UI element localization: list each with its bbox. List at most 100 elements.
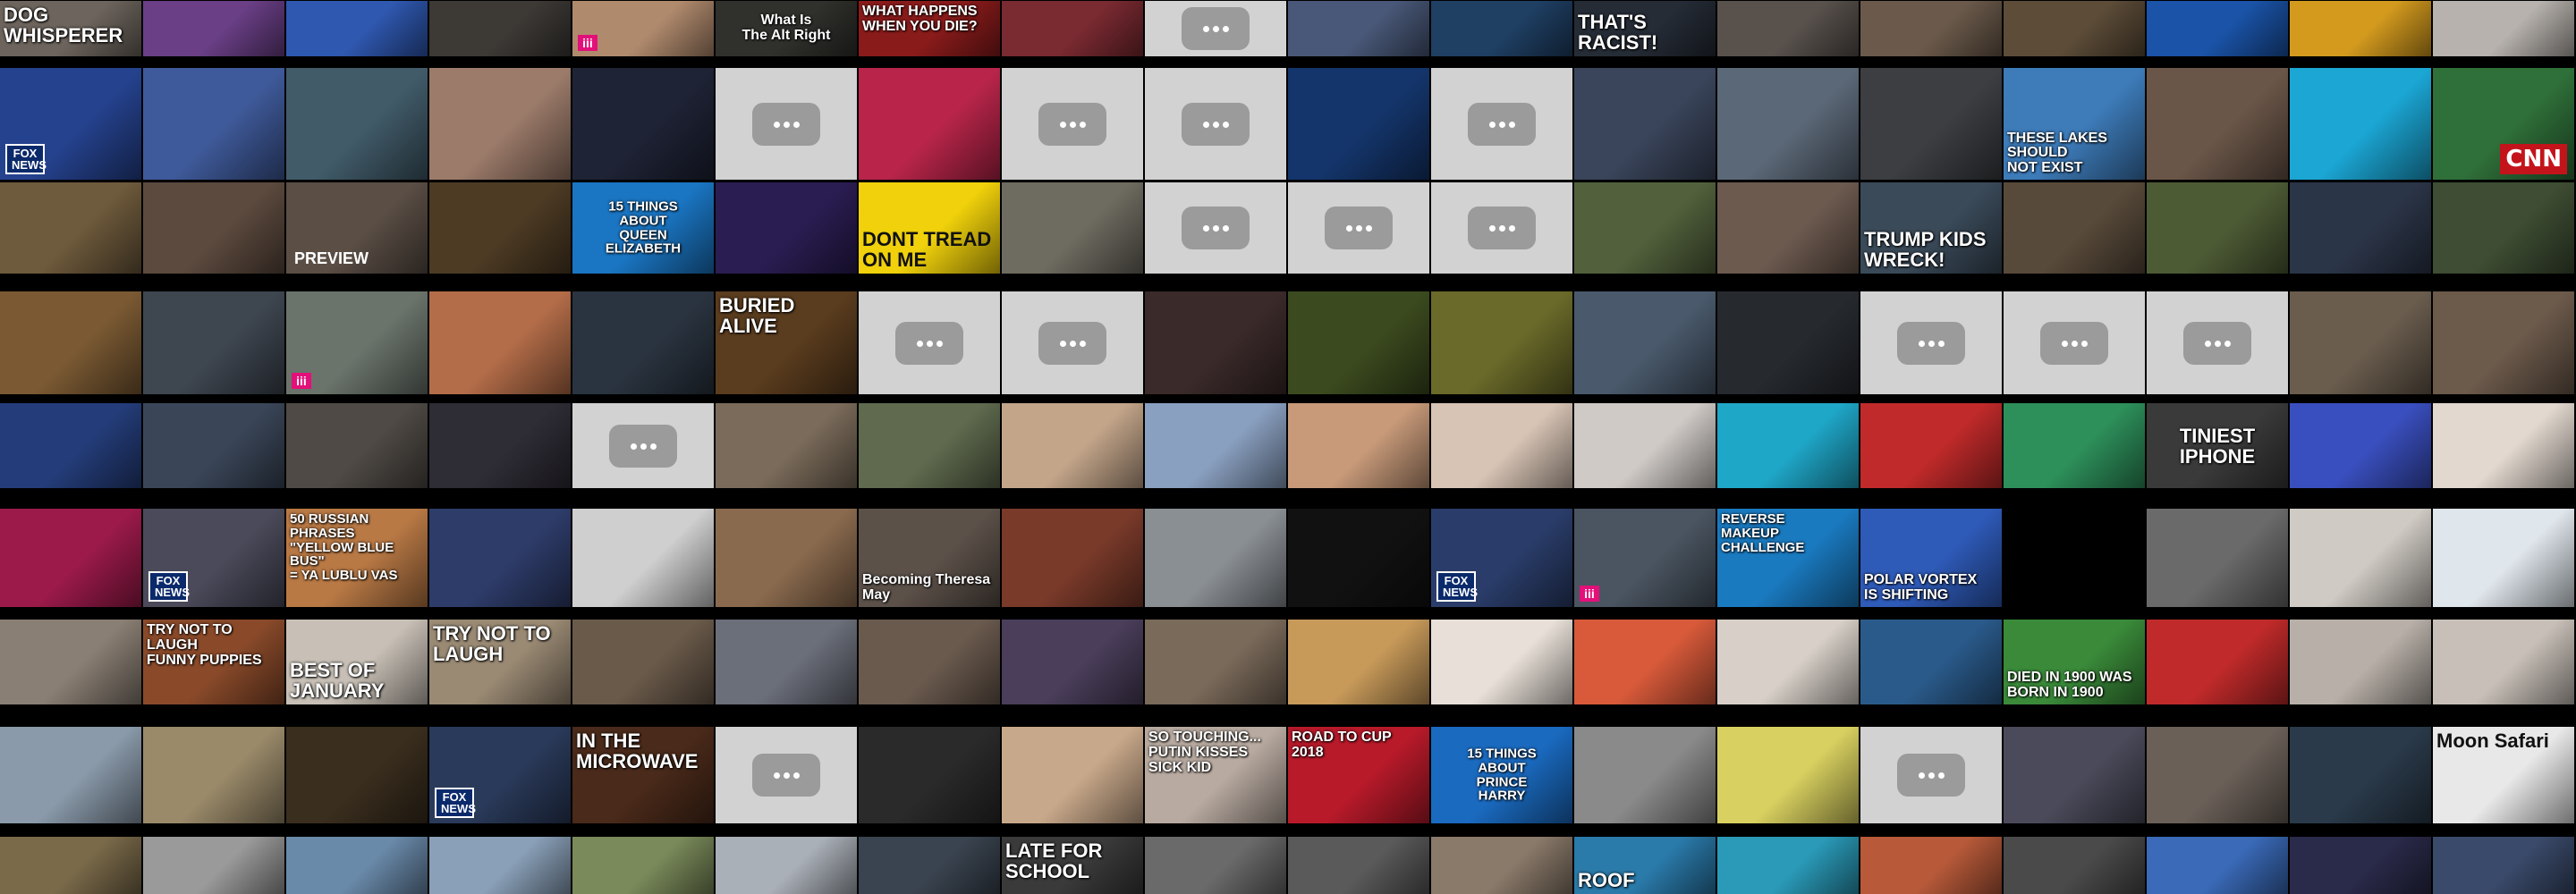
video-thumbnail[interactable] (2004, 182, 2145, 274)
video-thumbnail[interactable] (2147, 620, 2288, 704)
video-thumbnail[interactable] (1574, 291, 1716, 394)
video-thumbnail[interactable] (1431, 620, 1572, 704)
video-thumbnail[interactable] (1145, 403, 1286, 488)
video-thumbnail[interactable] (2290, 68, 2431, 180)
thumbnail-placeholder[interactable] (2004, 291, 2145, 394)
video-thumbnail[interactable] (2004, 1, 2145, 56)
video-thumbnail[interactable]: PREVIEW (286, 182, 428, 274)
video-thumbnail[interactable] (143, 182, 284, 274)
video-thumbnail[interactable] (0, 182, 141, 274)
video-thumbnail[interactable] (1431, 1, 1572, 56)
video-thumbnail[interactable]: Becoming Theresa May (859, 509, 1000, 607)
video-thumbnail[interactable] (1574, 182, 1716, 274)
video-thumbnail[interactable]: FOX NEWS (143, 509, 284, 607)
video-thumbnail[interactable]: TINIEST IPHONE (2147, 403, 2288, 488)
video-thumbnail[interactable]: DOG WHISPERER (0, 1, 141, 56)
video-thumbnail[interactable] (2433, 182, 2574, 274)
video-thumbnail[interactable] (1145, 291, 1286, 394)
thumbnail-placeholder[interactable] (1002, 291, 1143, 394)
video-thumbnail[interactable] (2433, 837, 2574, 894)
video-thumbnail[interactable] (2290, 509, 2431, 607)
thumbnail-placeholder[interactable] (1145, 1, 1286, 56)
video-thumbnail[interactable] (2290, 1, 2431, 56)
video-thumbnail[interactable] (859, 620, 1000, 704)
video-thumbnail[interactable] (1717, 1, 1859, 56)
video-thumbnail[interactable] (2004, 837, 2145, 894)
video-thumbnail[interactable] (143, 1, 284, 56)
video-thumbnail[interactable]: DIED IN 1900 WAS BORN IN 1900 (2004, 620, 2145, 704)
video-thumbnail[interactable]: iii (286, 291, 428, 394)
video-thumbnail[interactable] (1431, 403, 1572, 488)
video-thumbnail[interactable] (859, 68, 1000, 180)
video-thumbnail[interactable] (286, 727, 428, 823)
video-thumbnail[interactable] (0, 837, 141, 894)
video-thumbnail[interactable] (1002, 403, 1143, 488)
video-thumbnail[interactable]: 15 THINGS ABOUT QUEEN ELIZABETH (572, 182, 714, 274)
video-thumbnail[interactable]: CNN (2433, 68, 2574, 180)
video-thumbnail[interactable] (2147, 1, 2288, 56)
thumbnail-placeholder[interactable] (2147, 291, 2288, 394)
video-thumbnail[interactable] (429, 68, 571, 180)
video-thumbnail[interactable] (716, 837, 857, 894)
video-thumbnail[interactable] (2433, 291, 2574, 394)
video-thumbnail[interactable] (1574, 727, 1716, 823)
video-thumbnail[interactable]: TRUMP KIDS WRECK! (1860, 182, 2002, 274)
video-thumbnail[interactable] (716, 182, 857, 274)
video-thumbnail[interactable] (1860, 620, 2002, 704)
video-thumbnail[interactable] (572, 620, 714, 704)
video-thumbnail[interactable] (1002, 727, 1143, 823)
video-thumbnail[interactable] (2290, 291, 2431, 394)
thumbnail-placeholder[interactable] (716, 68, 857, 180)
video-thumbnail[interactable] (429, 182, 571, 274)
thumbnail-placeholder[interactable] (1145, 182, 1286, 274)
video-thumbnail[interactable] (1002, 509, 1143, 607)
video-thumbnail[interactable]: FOX NEWS (1431, 509, 1572, 607)
video-thumbnail[interactable] (572, 837, 714, 894)
video-thumbnail[interactable] (1288, 837, 1429, 894)
video-thumbnail[interactable] (2004, 727, 2145, 823)
video-thumbnail[interactable] (1860, 403, 2002, 488)
video-thumbnail[interactable] (2433, 403, 2574, 488)
video-thumbnail[interactable] (143, 68, 284, 180)
video-thumbnail[interactable] (1717, 620, 1859, 704)
video-thumbnail[interactable]: REVERSE MAKEUP CHALLENGE (1717, 509, 1859, 607)
video-thumbnail[interactable] (2290, 182, 2431, 274)
video-thumbnail[interactable] (1002, 1, 1143, 56)
video-thumbnail[interactable] (2433, 1, 2574, 56)
video-thumbnail[interactable] (2147, 509, 2288, 607)
video-thumbnail[interactable] (429, 403, 571, 488)
video-thumbnail[interactable] (1145, 620, 1286, 704)
video-thumbnail[interactable] (2147, 182, 2288, 274)
video-thumbnail[interactable] (572, 509, 714, 607)
thumbnail-placeholder[interactable] (1288, 182, 1429, 274)
thumbnail-placeholder[interactable] (1431, 182, 1572, 274)
thumbnail-placeholder[interactable] (1002, 68, 1143, 180)
video-thumbnail[interactable] (429, 1, 571, 56)
video-thumbnail[interactable]: What Is The Alt Right (716, 1, 857, 56)
video-thumbnail[interactable] (572, 68, 714, 180)
video-thumbnail[interactable] (0, 291, 141, 394)
video-thumbnail[interactable] (2290, 403, 2431, 488)
video-thumbnail[interactable]: LATE FOR SCHOOL (1002, 837, 1143, 894)
video-thumbnail[interactable] (0, 509, 141, 607)
video-thumbnail[interactable] (143, 727, 284, 823)
video-thumbnail[interactable] (1860, 1, 2002, 56)
video-thumbnail[interactable] (1860, 837, 2002, 894)
video-thumbnail[interactable] (286, 403, 428, 488)
video-thumbnail[interactable] (859, 837, 1000, 894)
video-thumbnail[interactable]: Moon Safari (2433, 727, 2574, 823)
video-thumbnail[interactable] (143, 837, 284, 894)
video-thumbnail[interactable] (429, 509, 571, 607)
video-thumbnail[interactable]: BURIED ALIVE (716, 291, 857, 394)
video-thumbnail[interactable]: 15 THINGS ABOUT PRINCE HARRY (1431, 727, 1572, 823)
video-thumbnail[interactable]: POLAR VORTEX IS SHIFTING (1860, 509, 2002, 607)
video-thumbnail[interactable] (2004, 403, 2145, 488)
video-thumbnail[interactable] (1145, 837, 1286, 894)
video-thumbnail[interactable] (572, 291, 714, 394)
video-thumbnail[interactable] (2290, 620, 2431, 704)
video-thumbnail[interactable] (1288, 1, 1429, 56)
video-thumbnail[interactable]: iii (1574, 509, 1716, 607)
video-thumbnail[interactable]: 50 RUSSIAN PHRASES "YELLOW BLUE BUS" = Y… (286, 509, 428, 607)
video-thumbnail[interactable] (1717, 837, 1859, 894)
video-thumbnail[interactable] (1717, 182, 1859, 274)
